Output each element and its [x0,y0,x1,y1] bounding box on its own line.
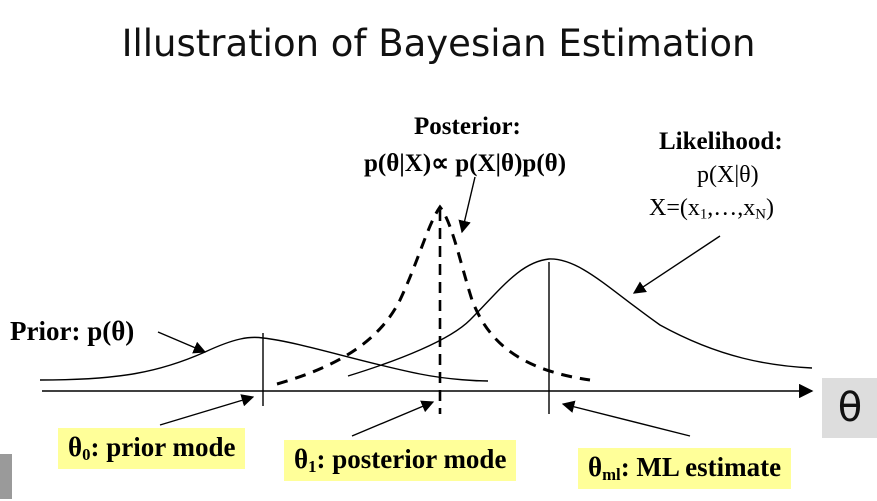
ml-mode-arrow [561,400,691,437]
likelihood-title: Likelihood: [659,128,783,155]
prior-label: Prior: p(θ) [10,316,135,346]
likelihood-curve [347,258,813,377]
posterior-formula: p(θ|X)∝ p(X|θ)p(θ) [364,150,567,177]
posterior-curve [276,204,591,386]
likelihood-formula: p(X|θ) [697,162,759,188]
posterior-mode-label: θ1: posterior mode [284,440,517,482]
prior-mode-label: θ0: prior mode [58,428,246,470]
posterior-mode-arrow [351,400,435,437]
side-panel-mark [0,454,12,499]
prior-mode-arrow [159,394,255,426]
theta-axis-label: θ [822,378,877,438]
prior-pointer-arrow [157,331,207,354]
slide-title: Illustration of Bayesian Estimation [121,22,756,65]
ml-estimate-label: θml: ML estimate [578,448,792,490]
likelihood-data-definition: X=(x1,…,xN) [649,195,775,223]
likelihood-pointer-arrow [632,235,721,294]
posterior-title: Posterior: [414,113,521,140]
posterior-pointer-arrow [458,176,476,234]
